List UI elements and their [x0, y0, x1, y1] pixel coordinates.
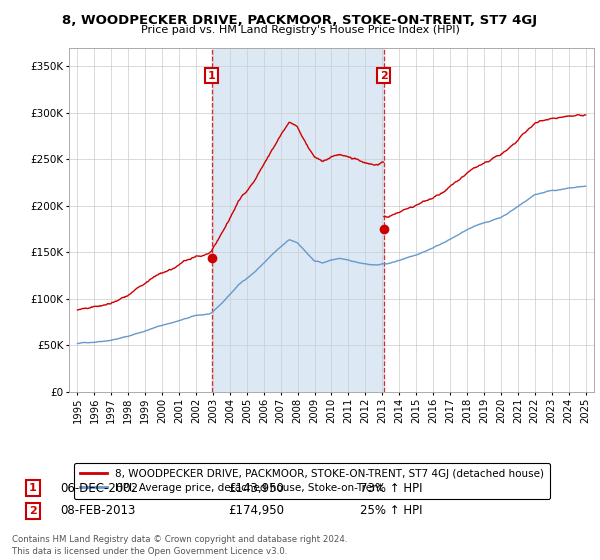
- Text: 25% ↑ HPI: 25% ↑ HPI: [360, 504, 422, 517]
- Text: £143,950: £143,950: [228, 482, 284, 495]
- Text: 1: 1: [29, 483, 37, 493]
- Text: 1: 1: [208, 71, 215, 81]
- Text: 2: 2: [380, 71, 388, 81]
- Text: 73% ↑ HPI: 73% ↑ HPI: [360, 482, 422, 495]
- Text: 08-FEB-2013: 08-FEB-2013: [60, 504, 136, 517]
- Text: 2: 2: [29, 506, 37, 516]
- Text: 8, WOODPECKER DRIVE, PACKMOOR, STOKE-ON-TRENT, ST7 4GJ: 8, WOODPECKER DRIVE, PACKMOOR, STOKE-ON-…: [62, 14, 538, 27]
- Text: Price paid vs. HM Land Registry's House Price Index (HPI): Price paid vs. HM Land Registry's House …: [140, 25, 460, 35]
- Text: Contains HM Land Registry data © Crown copyright and database right 2024.
This d: Contains HM Land Registry data © Crown c…: [12, 535, 347, 556]
- Bar: [212, 48, 384, 392]
- Text: £174,950: £174,950: [228, 504, 284, 517]
- Text: 06-DEC-2002: 06-DEC-2002: [60, 482, 138, 495]
- Legend: 8, WOODPECKER DRIVE, PACKMOOR, STOKE-ON-TRENT, ST7 4GJ (detached house), HPI: Av: 8, WOODPECKER DRIVE, PACKMOOR, STOKE-ON-…: [74, 463, 550, 500]
